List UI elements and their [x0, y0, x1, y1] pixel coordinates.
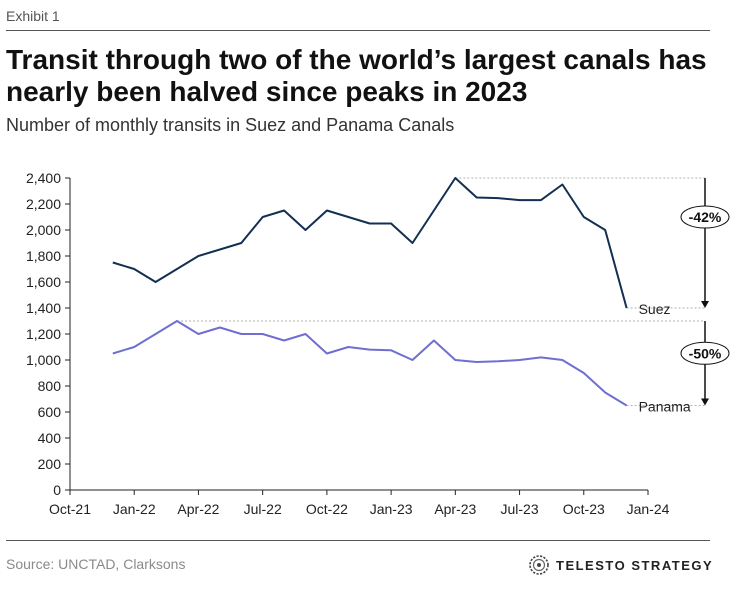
y-tick-label: 1,000 — [26, 352, 61, 368]
y-tick-label: 2,400 — [26, 170, 61, 186]
brand-logo: TELESTO STRATEGY — [528, 554, 713, 576]
series-label-panama: Panama — [639, 399, 691, 415]
y-tick-label: 1,800 — [26, 248, 61, 264]
suez-drop-arrow-head — [701, 301, 709, 308]
bottom-divider — [6, 540, 710, 541]
ring-logo-icon — [529, 555, 549, 575]
exhibit-label: Exhibit 1 — [6, 8, 60, 24]
y-tick-label: 800 — [38, 378, 62, 394]
series-line-suez — [112, 177, 628, 309]
chart-subtitle: Number of monthly transits in Suez and P… — [6, 115, 455, 135]
y-tick-label: 2,000 — [26, 222, 61, 238]
y-tick-label: 200 — [38, 456, 62, 472]
line-chart: 0 200 400 600 800 1,000 1,200 1,400 1,600 1,800 2,… — [26, 170, 730, 517]
x-tick-label: Jan-22 — [113, 501, 156, 517]
series-label-suez: Suez — [639, 301, 671, 317]
suez-change-label: -42% — [689, 209, 722, 225]
y-tick-label: 1,400 — [26, 300, 61, 316]
brand-name: TELESTO STRATEGY — [556, 557, 714, 573]
x-tick-label: Jul-23 — [500, 501, 538, 517]
top-divider — [6, 30, 710, 31]
x-tick-label: Apr-23 — [434, 501, 476, 517]
y-tick-label: 2,200 — [26, 196, 61, 212]
y-tick-label: 400 — [38, 430, 62, 446]
series-line-panama — [112, 320, 628, 407]
y-tick-label: 1,200 — [26, 326, 61, 342]
y-tick-label: 600 — [38, 404, 62, 420]
y-tick-label: 0 — [53, 482, 61, 498]
panama-change-label: -50% — [689, 345, 722, 361]
x-tick-label: Jan-23 — [370, 501, 413, 517]
x-tick-label: Oct-22 — [306, 501, 348, 517]
suez-change-label-outline — [680, 205, 730, 229]
x-tick-label: Jul-22 — [244, 501, 282, 517]
panama-change-label-outline — [680, 341, 730, 365]
chart-title: Transit through two of the world’s large… — [6, 44, 707, 107]
source-note: Source: UNCTAD, Clarksons — [6, 556, 186, 572]
x-tick-label: Oct-23 — [563, 501, 605, 517]
x-tick-label: Oct-21 — [49, 501, 91, 517]
x-tick-label: Apr-22 — [177, 501, 219, 517]
panama-drop-arrow-head — [701, 398, 709, 406]
y-tick-label: 1,600 — [26, 274, 61, 290]
x-tick-label: Jan-24 — [627, 501, 670, 517]
